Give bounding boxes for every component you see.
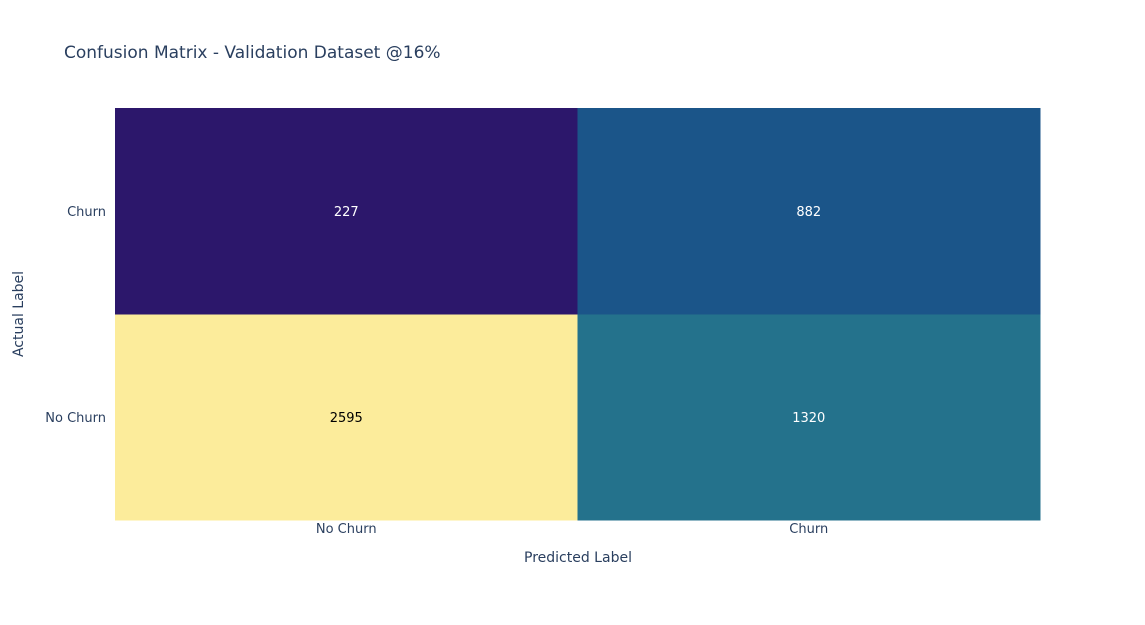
heatmap-cell <box>115 314 578 521</box>
x-axis-ticks: No Churn Churn <box>316 522 828 537</box>
y-axis-ticks: No Churn Churn <box>45 205 106 426</box>
heatmap-cell <box>577 314 1041 521</box>
heatmap-cells <box>115 108 1041 521</box>
cell-value-label: 227 <box>334 205 359 220</box>
cell-value-label: 2595 <box>330 411 363 426</box>
y-tick-label: Churn <box>67 205 106 220</box>
x-tick-label: No Churn <box>316 522 377 537</box>
chart-title: Confusion Matrix - Validation Dataset @1… <box>64 43 441 63</box>
x-axis-title: Predicted Label <box>524 550 632 566</box>
heatmap-cell <box>115 108 578 315</box>
cell-value-label: 1320 <box>792 411 825 426</box>
heatmap-cell <box>577 108 1041 315</box>
cell-value-label: 882 <box>796 205 821 220</box>
x-tick-label: Churn <box>789 522 828 537</box>
y-axis-title: Actual Label <box>11 271 27 357</box>
y-tick-label: No Churn <box>45 411 106 426</box>
heatmap-cell-labels: 2595 1320 227 882 <box>330 205 826 426</box>
